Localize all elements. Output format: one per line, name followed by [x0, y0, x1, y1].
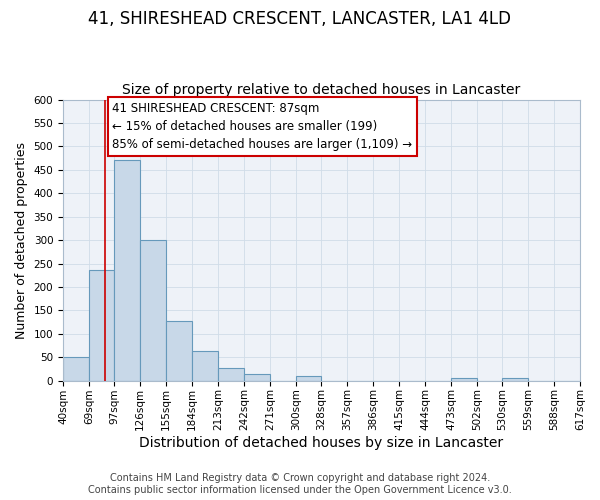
Bar — [63, 358, 89, 380]
Text: 41 SHIRESHEAD CRESCENT: 87sqm
← 15% of detached houses are smaller (199)
85% of : 41 SHIRESHEAD CRESCENT: 87sqm ← 15% of d… — [112, 102, 412, 151]
Bar — [502, 378, 528, 380]
Bar — [244, 374, 270, 380]
Text: Contains HM Land Registry data © Crown copyright and database right 2024.
Contai: Contains HM Land Registry data © Crown c… — [88, 474, 512, 495]
Title: Size of property relative to detached houses in Lancaster: Size of property relative to detached ho… — [122, 83, 521, 97]
Bar — [218, 368, 244, 380]
Y-axis label: Number of detached properties: Number of detached properties — [15, 142, 28, 338]
Bar — [451, 378, 477, 380]
X-axis label: Distribution of detached houses by size in Lancaster: Distribution of detached houses by size … — [139, 436, 503, 450]
Bar — [114, 160, 140, 380]
Bar — [296, 376, 321, 380]
Bar — [140, 240, 166, 380]
Bar — [89, 270, 114, 380]
Text: 41, SHIRESHEAD CRESCENT, LANCASTER, LA1 4LD: 41, SHIRESHEAD CRESCENT, LANCASTER, LA1 … — [89, 10, 511, 28]
Bar — [192, 351, 218, 380]
Bar — [166, 320, 192, 380]
